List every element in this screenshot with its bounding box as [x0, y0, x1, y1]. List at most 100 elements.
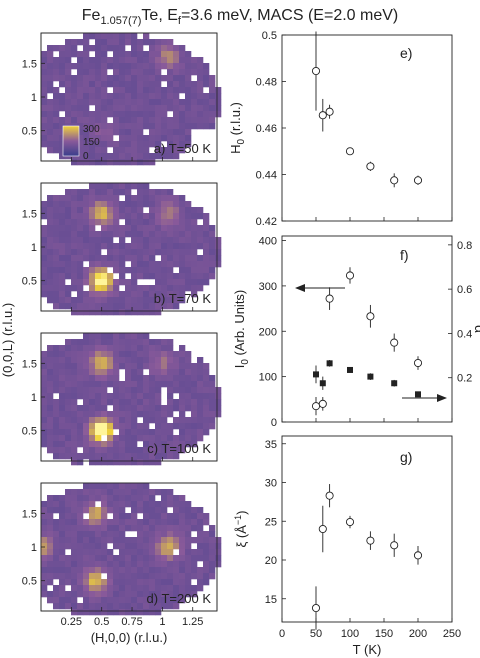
heatmap-cell: [107, 189, 114, 196]
heatmap-cell: [209, 375, 216, 382]
heatmap-cell: [53, 369, 60, 376]
heatmap-cell: [209, 249, 216, 256]
heatmap-cell: [77, 285, 84, 292]
heatmap-cell: [167, 603, 174, 610]
heatmap-cell: [173, 291, 180, 298]
heatmap-cell: [47, 285, 54, 292]
heatmap-cell: [113, 45, 120, 52]
heatmap-cell: [119, 573, 126, 580]
xi-point: [345, 517, 355, 527]
heatmap-cell: [101, 447, 108, 454]
heatmap-cell: [191, 423, 198, 430]
heatmap-cell: [161, 447, 168, 454]
heatmap-cell: [119, 261, 126, 268]
heatmap-cell: [137, 525, 144, 532]
heatmap-cell: [149, 381, 156, 388]
heatmap-cell: [65, 225, 72, 232]
heatmap-cell: [119, 555, 126, 562]
heatmap-cell: [47, 237, 54, 244]
heatmap-cell: [77, 513, 84, 520]
heatmap-cell: [41, 111, 48, 118]
heatmap-cell: [161, 543, 168, 550]
heatmap-cell: [203, 429, 210, 436]
heatmap-cell: [101, 393, 108, 400]
heatmap-cell: [101, 33, 108, 40]
heatmap-cell: [161, 549, 168, 556]
heatmap-cell: [107, 273, 114, 280]
heatmap-cell: [215, 261, 222, 268]
heatmap-cell: [77, 423, 84, 430]
panel-label: g): [400, 449, 412, 465]
heatmap-cell: [161, 123, 168, 130]
heatmap-cell: [155, 531, 162, 538]
heatmap-cell: [59, 225, 66, 232]
heatmap-cell: [209, 573, 216, 580]
heatmap-cell: [125, 399, 132, 406]
heatmap-cell: [53, 603, 60, 610]
heatmap-cell: [47, 513, 54, 520]
heatmap-cell: [95, 243, 102, 250]
heatmap-cell: [161, 105, 168, 112]
heatmap-cell: [167, 303, 174, 310]
heatmap-cell: [59, 57, 66, 64]
heatmap-cell: [203, 387, 210, 394]
heatmap-cell: [53, 135, 60, 142]
heatmap-cell: [95, 357, 102, 364]
heatmap-cell: [125, 291, 132, 298]
heatmap-cell: [59, 207, 66, 214]
heatmap-cell: [167, 351, 174, 358]
heatmap-cell: [71, 411, 78, 418]
heatmap-cell: [53, 207, 60, 214]
heatmap-cell: [179, 405, 186, 412]
heatmap-cell: [95, 51, 102, 58]
heatmap-cell: [89, 435, 96, 442]
heatmap-cell: [155, 261, 162, 268]
heatmap-cell: [203, 411, 210, 418]
heatmap-cell: [83, 117, 90, 124]
heatmap-cell: [215, 543, 222, 550]
heatmap-cell: [77, 129, 84, 136]
heatmap-cell: [71, 453, 78, 460]
heatmap-cell: [119, 153, 126, 160]
heatmap-cell: [89, 213, 96, 220]
heatmap-cell: [107, 33, 114, 40]
heatmap-cell: [77, 603, 84, 610]
heatmap-cell: [173, 111, 180, 118]
heatmap-cell: [65, 423, 72, 430]
heatmap-cell: [47, 411, 54, 418]
y-tick-label-right: 0.8: [457, 240, 472, 252]
heatmap-cell: [203, 213, 210, 220]
heatmap-cell: [53, 261, 60, 268]
heatmap-cell: [71, 237, 78, 244]
heatmap-cell: [71, 597, 78, 604]
xi-point: [413, 551, 423, 560]
x-tick-label: 1: [159, 616, 165, 628]
heatmap-cell: [167, 501, 174, 508]
heatmap-cell: [191, 69, 198, 76]
heatmap-cell: [143, 111, 150, 118]
heatmap-cell: [167, 123, 174, 130]
heatmap-cell: [113, 207, 120, 214]
heatmap-cell: [41, 543, 48, 550]
heatmap-cell: [89, 417, 96, 424]
heatmap-cell: [83, 273, 90, 280]
heatmap-cell: [191, 111, 198, 118]
heatmap-cell: [83, 567, 90, 574]
heatmap-cell: [119, 399, 126, 406]
heatmap-cell: [137, 507, 144, 514]
heatmap-cell: [95, 87, 102, 94]
heatmap-cell: [47, 219, 54, 226]
heatmap-cell: [119, 411, 126, 418]
heatmap-cell: [155, 141, 162, 148]
heatmap-cell: [119, 39, 126, 46]
heatmap-cell: [155, 81, 162, 88]
heatmap-cell: [125, 63, 132, 70]
heatmap-cell: [197, 225, 204, 232]
heatmap-cell: [131, 489, 138, 496]
heatmap-cell: [47, 393, 54, 400]
heatmap-cell: [191, 213, 198, 220]
heatmap-cell: [47, 261, 54, 268]
heatmap-cell: [203, 549, 210, 556]
heatmap-cell: [71, 195, 78, 202]
heatmap-cell: [191, 525, 198, 532]
